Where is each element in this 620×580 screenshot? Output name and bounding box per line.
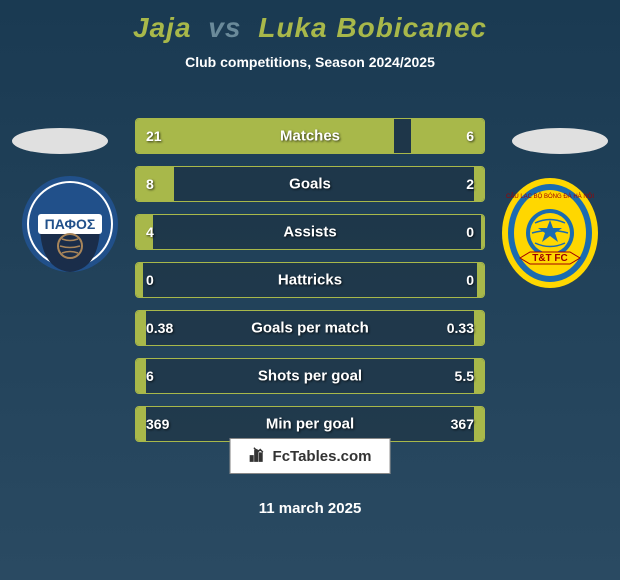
stat-val-right: 2	[466, 176, 474, 192]
page-title: Jaja vs Luka Bobicanec	[0, 0, 620, 44]
subtitle: Club competitions, Season 2024/2025	[0, 54, 620, 70]
stat-val-right: 367	[451, 416, 474, 432]
stat-val-right: 0	[466, 224, 474, 240]
stat-row-matches: 21 Matches 6	[135, 118, 485, 154]
player1-club-crest: ΠΑΦΟΣ	[20, 174, 120, 294]
stat-label: Shots per goal	[136, 368, 484, 385]
stat-row-goals-per-match: 0.38 Goals per match 0.33	[135, 310, 485, 346]
stat-val-right: 0.33	[447, 320, 474, 336]
date-label: 11 march 2025	[0, 500, 620, 517]
player1-name: Jaja	[133, 12, 192, 43]
stat-row-shots-per-goal: 6 Shots per goal 5.5	[135, 358, 485, 394]
stat-val-right: 0	[466, 272, 474, 288]
stat-val-right: 5.5	[455, 368, 474, 384]
stat-label: Assists	[136, 224, 484, 241]
vs-text: vs	[208, 12, 241, 43]
stat-label: Min per goal	[136, 416, 484, 433]
svg-text:ΠΑΦΟΣ: ΠΑΦΟΣ	[45, 216, 96, 232]
player2-ellipse	[510, 126, 610, 156]
player2-name: Luka Bobicanec	[258, 12, 487, 43]
svg-text:CÂU LẠC BỘ BÓNG ĐÁ HÀ NỘI: CÂU LẠC BỘ BÓNG ĐÁ HÀ NỘI	[506, 193, 594, 200]
stat-row-min-per-goal: 369 Min per goal 367	[135, 406, 485, 442]
branding-badge[interactable]: FcTables.com	[230, 438, 391, 474]
stat-label: Hattricks	[136, 272, 484, 289]
stat-row-assists: 4 Assists 0	[135, 214, 485, 250]
chart-icon	[249, 445, 267, 467]
player1-ellipse	[10, 126, 110, 156]
stat-label: Goals per match	[136, 320, 484, 337]
stat-row-goals: 8 Goals 2	[135, 166, 485, 202]
stat-val-right: 6	[466, 128, 474, 144]
stat-row-hattricks: 0 Hattricks 0	[135, 262, 485, 298]
player2-club-crest: CÂU LẠC BỘ BÓNG ĐÁ HÀ NỘI T&T FC	[500, 178, 600, 298]
stat-label: Matches	[136, 128, 484, 145]
comparison-card: Jaja vs Luka Bobicanec Club competitions…	[0, 0, 620, 580]
branding-label: FcTables.com	[273, 448, 372, 465]
stats-panel: 21 Matches 6 8 Goals 2 4 Assists 0 0 Hat…	[135, 118, 485, 454]
stat-label: Goals	[136, 176, 484, 193]
svg-text:T&T FC: T&T FC	[532, 253, 568, 264]
